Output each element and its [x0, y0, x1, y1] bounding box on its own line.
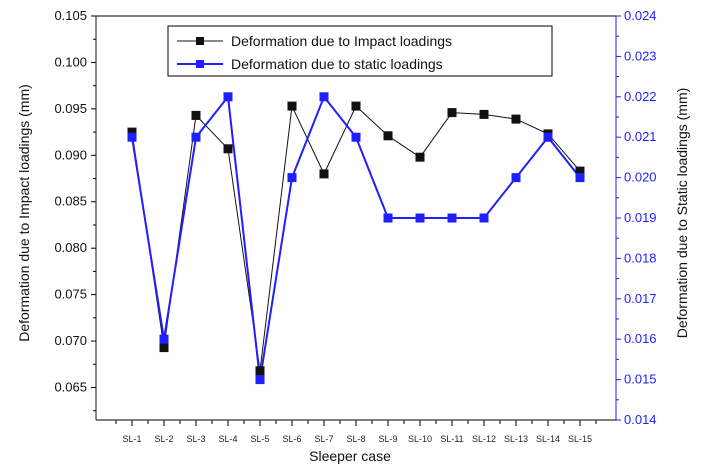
data-point-static [351, 132, 361, 142]
left-y-tick-label: 0.105 [54, 8, 87, 23]
data-point-static [287, 173, 297, 183]
x-tick-label: SL-8 [346, 434, 365, 444]
x-tick-label: SL-12 [472, 434, 496, 444]
legend-marker-static [196, 60, 204, 68]
x-axis-ticks: SL-1 SL-2 SL-3 SL-4 SL-5 SL-6 SL-7 SL-8 SL-9 SL-1… [115, 420, 597, 444]
data-point-static [415, 213, 425, 223]
data-point-impact [511, 114, 521, 124]
legend: Deformation due to Impact loadings Defor… [167, 25, 553, 77]
data-point-impact [383, 131, 393, 141]
right-y-tick-label: 0.015 [624, 372, 657, 387]
data-point-static [447, 213, 457, 223]
data-point-impact [319, 169, 329, 179]
x-tick-label: SL-9 [378, 434, 397, 444]
data-point-impact [159, 343, 169, 353]
data-point-impact [223, 144, 233, 154]
data-point-impact [351, 101, 361, 111]
left-y-tick-label: 0.100 [54, 54, 87, 69]
right-y-tick-label: 0.017 [624, 291, 657, 306]
data-point-static [159, 334, 169, 344]
right-y-axis-ticks: 0.014 0.015 0.016 0.017 0.018 0.019 0.020 0.021… [616, 8, 657, 427]
data-point-impact [575, 166, 585, 176]
left-y-tick-label: 0.065 [54, 379, 87, 394]
data-point-static [575, 173, 585, 183]
left-y-tick-label: 0.070 [54, 333, 87, 348]
right-y-axis-title: Deformation due to Static loadings (mm) [674, 88, 690, 339]
x-tick-label: SL-1 [122, 434, 141, 444]
data-point-static [543, 132, 553, 142]
left-y-axis-title: Deformation due to Impact loadings (mm) [16, 84, 32, 342]
right-y-tick-label: 0.019 [624, 210, 657, 225]
x-tick-label: SL-2 [154, 434, 173, 444]
x-tick-label: SL-11 [440, 434, 463, 444]
x-tick-label: SL-5 [250, 434, 269, 444]
left-y-tick-label: 0.080 [54, 240, 87, 255]
right-y-tick-label: 0.018 [624, 250, 657, 265]
data-point-static [511, 173, 521, 183]
data-point-impact [127, 127, 137, 137]
data-point-impact [479, 109, 489, 119]
data-point-static [479, 213, 489, 223]
data-point-impact [287, 101, 297, 111]
left-y-tick-label: 0.075 [54, 287, 87, 302]
right-y-tick-label: 0.020 [624, 170, 657, 185]
data-point-impact [447, 108, 457, 118]
x-axis-title: Sleeper case [309, 448, 391, 464]
legend-label-static: Deformation due to static loadings [231, 56, 443, 72]
x-tick-label: SL-6 [282, 434, 301, 444]
left-y-tick-label: 0.085 [54, 194, 87, 209]
right-y-tick-label: 0.021 [624, 129, 657, 144]
left-y-tick-label: 0.090 [54, 147, 87, 162]
data-point-static [383, 213, 393, 223]
x-tick-label: SL-7 [314, 434, 333, 444]
right-y-tick-label: 0.014 [624, 412, 657, 427]
left-y-axis-ticks: 0.065 0.070 0.075 0.080 0.085 0.090 0.095 0.100… [54, 8, 96, 412]
left-y-tick-label: 0.095 [54, 101, 87, 116]
data-point-impact [255, 366, 265, 376]
legend-label-impact: Deformation due to Impact loadings [231, 33, 452, 49]
x-tick-label: SL-15 [568, 434, 592, 444]
x-tick-label: SL-13 [504, 434, 528, 444]
right-y-tick-label: 0.016 [624, 331, 657, 346]
data-point-static [223, 92, 233, 102]
data-point-static [255, 375, 265, 385]
x-tick-label: SL-4 [218, 434, 237, 444]
data-point-impact [415, 152, 425, 162]
x-tick-label: SL-10 [408, 434, 432, 444]
data-point-static [127, 132, 137, 142]
x-tick-label: SL-3 [186, 434, 205, 444]
right-y-tick-label: 0.023 [624, 48, 657, 63]
legend-marker-impact [196, 37, 204, 45]
legend-box [167, 25, 553, 77]
data-point-static [319, 92, 329, 102]
data-point-static [191, 132, 201, 142]
x-tick-label: SL-14 [536, 434, 560, 444]
data-point-impact [191, 110, 201, 120]
right-y-tick-label: 0.022 [624, 89, 657, 104]
series-layer [127, 92, 585, 385]
right-y-tick-label: 0.024 [624, 8, 657, 23]
